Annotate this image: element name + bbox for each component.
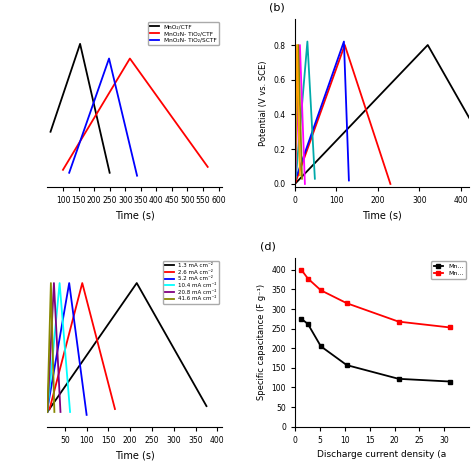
X-axis label: Discharge current density (a: Discharge current density (a — [318, 450, 447, 459]
Text: (b): (b) — [269, 2, 284, 12]
Y-axis label: Potential (V vs. SCE): Potential (V vs. SCE) — [259, 60, 268, 146]
Legend: MnO₂/CTF, MnO₂N- TiO₂/CTF, MnO₂N- TiO₂/SCTF: MnO₂/CTF, MnO₂N- TiO₂/CTF, MnO₂N- TiO₂/S… — [148, 22, 219, 46]
X-axis label: Time (s): Time (s) — [362, 211, 402, 221]
X-axis label: Time (s): Time (s) — [115, 211, 155, 221]
Text: (d): (d) — [260, 241, 276, 251]
Y-axis label: Specific capacitance (F g⁻¹): Specific capacitance (F g⁻¹) — [257, 284, 266, 401]
X-axis label: Time (s): Time (s) — [115, 450, 155, 460]
Legend: Mn…, Mn…: Mn…, Mn… — [431, 261, 466, 279]
Legend: 1.3 mA cm⁻², 2.6 mA cm⁻², 5.2 mA cm⁻², 10.4 mA cm⁻², 20.8 mA cm⁻², 41.6 mA cm⁻²: 1.3 mA cm⁻², 2.6 mA cm⁻², 5.2 mA cm⁻², 1… — [163, 261, 219, 304]
